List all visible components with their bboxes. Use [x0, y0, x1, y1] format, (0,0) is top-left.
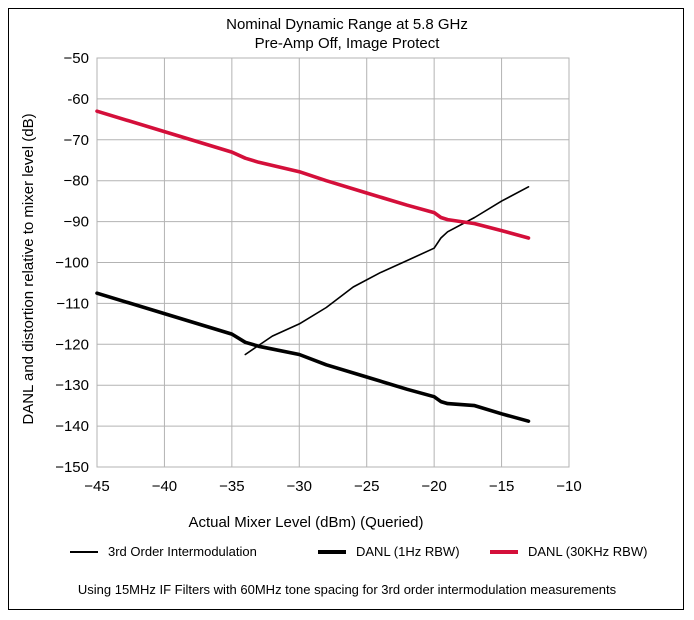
- y-tick-label: −80: [64, 173, 89, 190]
- x-tick-label: −15: [489, 478, 514, 495]
- legend-swatch-danl-1hz: [318, 549, 346, 554]
- y-tick-label: −120: [55, 336, 89, 353]
- chart-legend: 3rd Order Intermodulation DANL (1Hz RBW)…: [0, 544, 694, 566]
- chart-footnote: Using 15MHz IF Filters with 60MHz tone s…: [77, 582, 617, 597]
- y-tick-label: −140: [55, 418, 89, 435]
- series-line-danl-1hz: [95, 291, 531, 424]
- y-tick-label: -60: [67, 91, 89, 108]
- series-line-danl-30khz: [95, 109, 531, 240]
- y-tick-label: −50: [64, 50, 89, 67]
- chart-title: Nominal Dynamic Range at 5.8 GHz: [226, 16, 468, 33]
- y-tick-label: −130: [55, 377, 89, 394]
- y-tick-label: −100: [55, 255, 89, 272]
- y-tick-label: −150: [55, 459, 89, 476]
- legend-label-danl-30khz: DANL (30KHz RBW): [528, 544, 648, 559]
- x-tick-label: −10: [556, 478, 581, 495]
- legend-item-danl-1hz: DANL (1Hz RBW): [318, 544, 460, 559]
- legend-label-imd: 3rd Order Intermodulation: [108, 544, 257, 559]
- y-tick-label: −90: [64, 214, 89, 231]
- series-layer: [95, 109, 531, 424]
- legend-item-danl-30khz: DANL (30KHz RBW): [490, 544, 647, 559]
- y-axis-label: DANL and distortion relative to mixer le…: [20, 113, 37, 424]
- x-tick-label: −40: [152, 478, 177, 495]
- x-axis-label: Actual Mixer Level (dBm) (Queried): [188, 514, 423, 531]
- x-tick-label: −30: [287, 478, 312, 495]
- legend-label-danl-1hz: DANL (1Hz RBW): [356, 544, 460, 559]
- legend-swatch-imd: [70, 550, 98, 553]
- chart-frame: [8, 8, 684, 610]
- line-chart: −45 −40 −35 −30 −25 −20 −15 −10 −50 -60 −70 −80 −90 −…: [20, 50, 582, 531]
- y-tick-label: −70: [64, 132, 89, 149]
- grid: [96, 57, 570, 468]
- legend-item-imd: 3rd Order Intermodulation: [70, 544, 257, 559]
- x-tick-label: −25: [354, 478, 379, 495]
- tick-labels: −45 −40 −35 −30 −25 −20 −15 −10 −50 -60 −70 −80 −90 −…: [55, 50, 582, 495]
- x-tick-label: −35: [219, 478, 244, 495]
- legend-swatch-danl-30khz: [490, 549, 518, 554]
- x-tick-label: −20: [421, 478, 446, 495]
- y-tick-label: −110: [56, 295, 89, 312]
- series-line-imd: [244, 186, 530, 356]
- x-tick-label: −45: [84, 478, 109, 495]
- chart-subtitle: Pre-Amp Off, Image Protect: [254, 35, 440, 52]
